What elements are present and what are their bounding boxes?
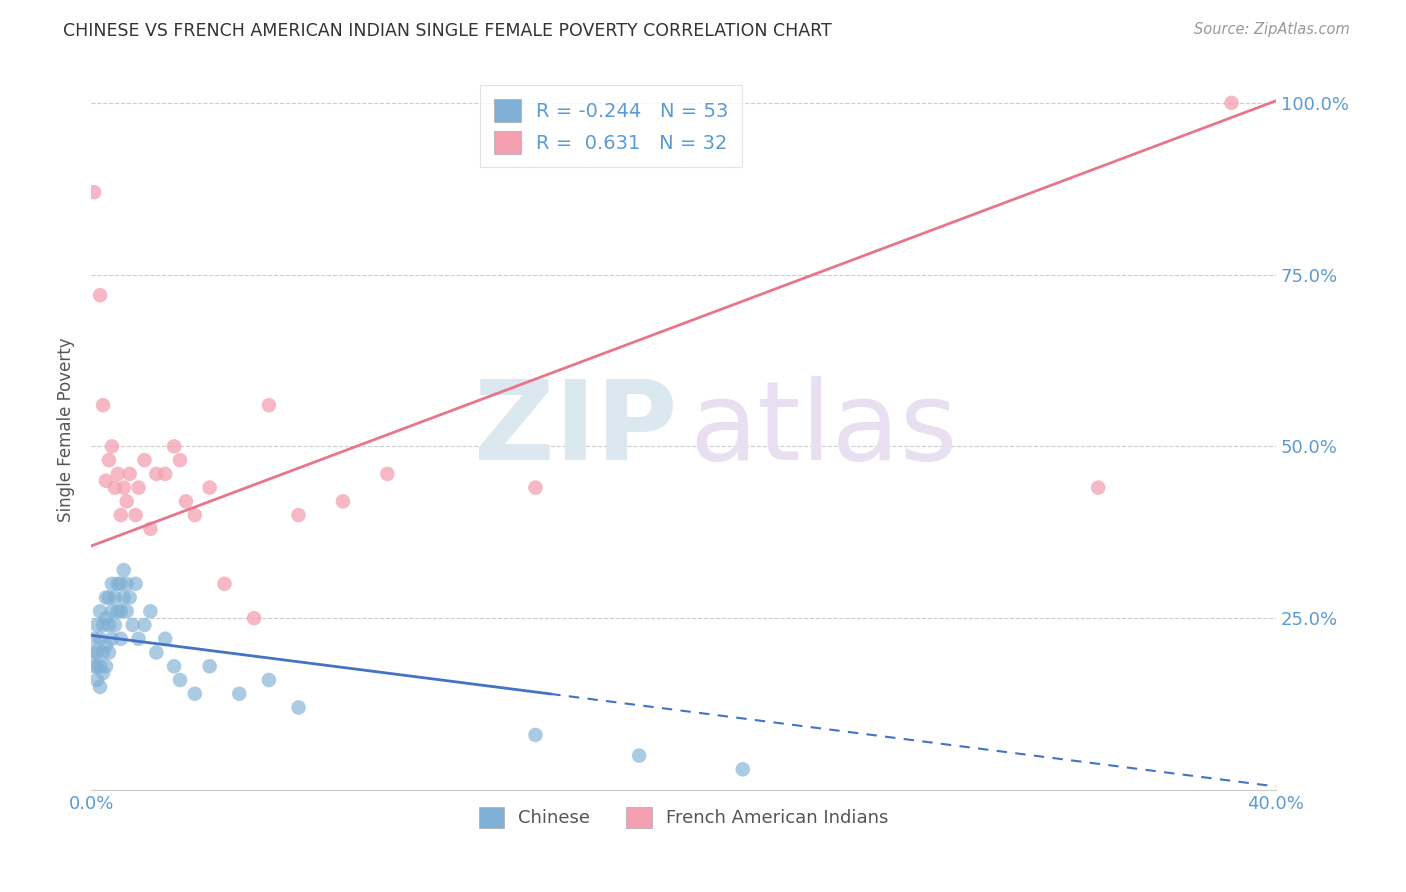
Point xyxy=(1087,481,1109,495)
Point xyxy=(332,494,354,508)
Point xyxy=(115,494,138,508)
Point xyxy=(134,618,156,632)
Point xyxy=(91,646,114,660)
Point xyxy=(169,673,191,687)
Point xyxy=(91,666,114,681)
Point xyxy=(89,288,111,302)
Point xyxy=(257,673,280,687)
Point xyxy=(169,453,191,467)
Point xyxy=(228,687,250,701)
Point xyxy=(97,453,120,467)
Point xyxy=(86,659,108,673)
Point xyxy=(89,632,111,646)
Point xyxy=(257,398,280,412)
Point xyxy=(89,659,111,673)
Point xyxy=(139,604,162,618)
Point xyxy=(121,618,143,632)
Point xyxy=(524,728,547,742)
Point xyxy=(134,453,156,467)
Point xyxy=(198,659,221,673)
Point xyxy=(107,576,129,591)
Point xyxy=(86,673,108,687)
Point xyxy=(97,646,120,660)
Point xyxy=(731,762,754,776)
Point xyxy=(174,494,197,508)
Point xyxy=(377,467,399,481)
Point xyxy=(145,646,167,660)
Point xyxy=(94,591,117,605)
Point xyxy=(112,481,135,495)
Point xyxy=(83,632,105,646)
Point xyxy=(628,748,651,763)
Point xyxy=(163,439,186,453)
Point xyxy=(97,591,120,605)
Text: Source: ZipAtlas.com: Source: ZipAtlas.com xyxy=(1194,22,1350,37)
Point xyxy=(101,632,124,646)
Point xyxy=(86,646,108,660)
Point xyxy=(107,604,129,618)
Y-axis label: Single Female Poverty: Single Female Poverty xyxy=(58,337,75,522)
Point xyxy=(101,576,124,591)
Point xyxy=(89,680,111,694)
Point xyxy=(1220,95,1243,110)
Point xyxy=(83,185,105,199)
Point xyxy=(97,618,120,632)
Point xyxy=(112,591,135,605)
Point xyxy=(153,632,176,646)
Point xyxy=(104,618,127,632)
Point xyxy=(110,576,132,591)
Point xyxy=(287,700,309,714)
Point xyxy=(115,576,138,591)
Point xyxy=(124,508,146,522)
Point xyxy=(112,563,135,577)
Point xyxy=(104,481,127,495)
Point xyxy=(104,591,127,605)
Legend: Chinese, French American Indians: Chinese, French American Indians xyxy=(471,800,896,835)
Point xyxy=(153,467,176,481)
Point xyxy=(115,604,138,618)
Point xyxy=(110,604,132,618)
Point xyxy=(128,632,150,646)
Point xyxy=(110,632,132,646)
Point xyxy=(94,611,117,625)
Point xyxy=(94,639,117,653)
Point xyxy=(198,481,221,495)
Point xyxy=(89,604,111,618)
Point xyxy=(83,659,105,673)
Point xyxy=(184,508,207,522)
Point xyxy=(94,659,117,673)
Point xyxy=(101,604,124,618)
Point xyxy=(145,467,167,481)
Point xyxy=(110,508,132,522)
Point xyxy=(243,611,266,625)
Point xyxy=(139,522,162,536)
Point xyxy=(91,618,114,632)
Text: atlas: atlas xyxy=(689,376,957,483)
Point xyxy=(101,439,124,453)
Point xyxy=(118,591,141,605)
Point xyxy=(214,576,236,591)
Point xyxy=(128,481,150,495)
Point xyxy=(86,618,108,632)
Point xyxy=(184,687,207,701)
Point xyxy=(524,481,547,495)
Point xyxy=(287,508,309,522)
Point xyxy=(94,474,117,488)
Text: CHINESE VS FRENCH AMERICAN INDIAN SINGLE FEMALE POVERTY CORRELATION CHART: CHINESE VS FRENCH AMERICAN INDIAN SINGLE… xyxy=(63,22,832,40)
Point xyxy=(124,576,146,591)
Point xyxy=(107,467,129,481)
Point xyxy=(118,467,141,481)
Point xyxy=(91,398,114,412)
Point xyxy=(83,646,105,660)
Text: ZIP: ZIP xyxy=(474,376,678,483)
Point xyxy=(163,659,186,673)
